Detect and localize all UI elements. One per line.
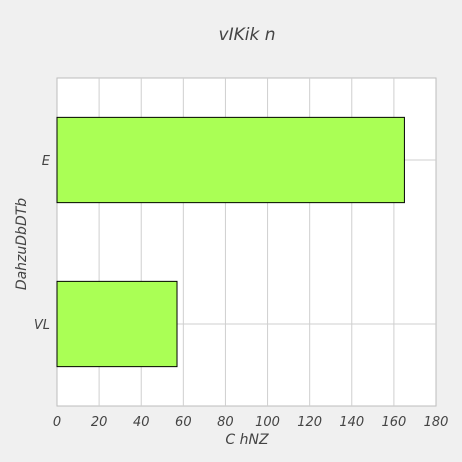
y-tick-label: VL — [34, 318, 50, 333]
x-tick-label: 40 — [133, 415, 150, 430]
x-tick-label: 160 — [381, 415, 406, 430]
x-tick-label: 100 — [255, 415, 280, 430]
x-tick-label: 120 — [297, 415, 322, 430]
bar-VL — [56, 280, 178, 368]
y-tick-label: E — [42, 154, 51, 169]
x-tick-label: 180 — [424, 415, 449, 430]
bars — [56, 116, 405, 368]
x-tick-label: 80 — [217, 415, 234, 430]
bar-E — [56, 116, 405, 204]
x-axis-ticks: 0 20 40 60 80 100 120 140 160 180 — [53, 415, 449, 430]
x-tick-label: 140 — [339, 415, 364, 430]
x-tick-label: 60 — [175, 415, 192, 430]
x-tick-label: 0 — [53, 415, 61, 430]
x-axis-label: C hNZ — [225, 432, 269, 448]
chart-title: vIKik n — [219, 25, 276, 45]
y-axis-label: DahzuDbDTb — [14, 198, 30, 290]
x-tick-label: 20 — [91, 415, 108, 430]
y-axis-ticks: E VL — [34, 154, 51, 333]
